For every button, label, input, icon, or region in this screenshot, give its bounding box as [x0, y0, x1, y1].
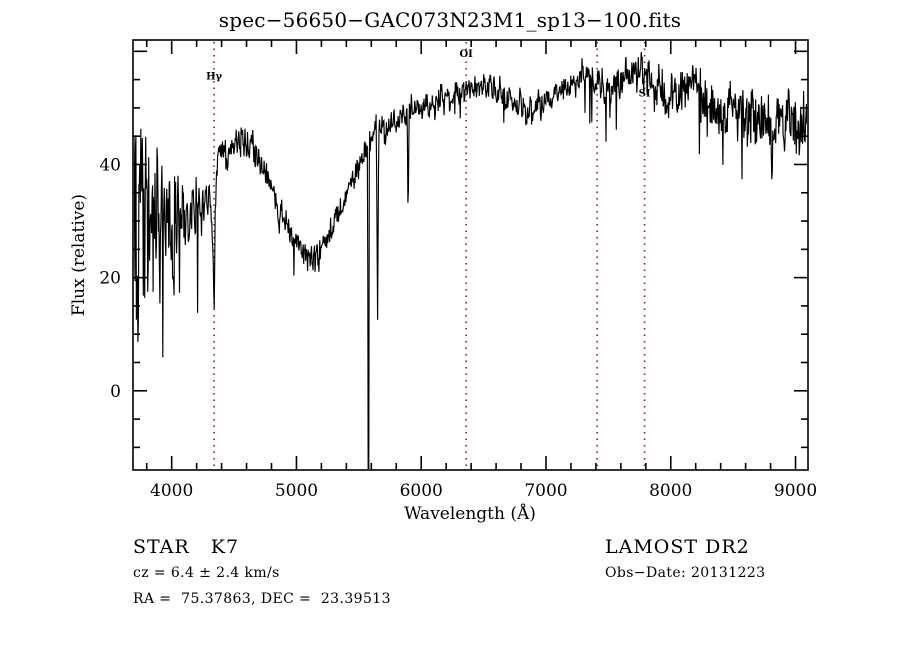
y-tick-label: 20 — [99, 269, 121, 289]
object-summary: STAR K7 — [133, 536, 240, 558]
x-axis-label: Wavelength (Å) — [404, 503, 536, 524]
y-tick-label: 0 — [110, 382, 121, 402]
spectrum-trace — [134, 52, 807, 469]
x-tick-label: 7000 — [524, 481, 567, 501]
redshift-velocity: cz = 6.4 ± 2.4 km/s — [133, 565, 280, 581]
y-axis-label: Flux (relative) — [69, 194, 89, 316]
observation-date: Obs−Date: 20131223 — [605, 565, 766, 581]
line-marker-label: Hγ — [206, 72, 222, 83]
line-marker-labels: Hγ OI SI — [206, 49, 651, 100]
x-axis-ticks — [145, 40, 797, 470]
coordinates: RA = 75.37863, DEC = 23.39513 — [133, 591, 391, 607]
x-tick-label: 5000 — [275, 481, 318, 501]
line-marker-label: SI — [639, 89, 651, 100]
x-tick-label: 8000 — [649, 481, 692, 501]
x-tick-label: 4000 — [150, 481, 193, 501]
footer-right: LAMOST DR2 Obs−Date: 20131223 — [605, 534, 885, 586]
page-title: spec−56650−GAC073N23M1_sp13−100.fits — [218, 8, 682, 32]
axis-tick-labels: 4000 5000 6000 7000 8000 9000 0 20 40 — [99, 155, 817, 501]
spectrum-polyline — [134, 52, 807, 469]
x-tick-label: 6000 — [400, 481, 443, 501]
survey-name: LAMOST DR2 — [605, 536, 750, 558]
line-marker-label: OI — [459, 49, 473, 60]
footer-left: STAR K7 cz = 6.4 ± 2.4 km/s RA = 75.3786… — [133, 534, 563, 612]
y-tick-label: 40 — [99, 155, 121, 175]
x-tick-label: 9000 — [774, 481, 817, 501]
